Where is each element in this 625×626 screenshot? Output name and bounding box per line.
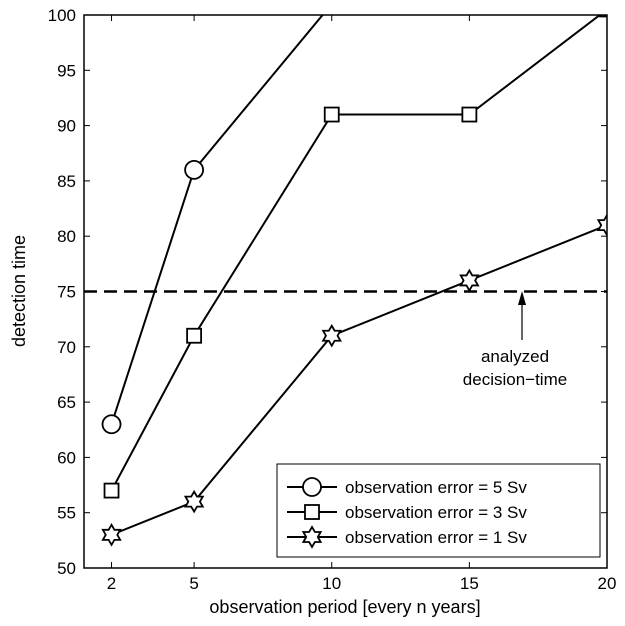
x-tick-label: 10 xyxy=(322,574,341,593)
x-tick-label: 20 xyxy=(598,574,617,593)
legend-item: observation error = 1 Sv xyxy=(287,525,527,549)
data-point-star xyxy=(596,213,607,237)
data-point-square xyxy=(103,482,120,499)
y-tick-label: 70 xyxy=(57,338,76,357)
series-2 xyxy=(103,15,607,499)
annotation-arrow-head xyxy=(518,291,526,305)
data-point-square xyxy=(323,106,340,123)
data-point-star xyxy=(101,523,122,547)
y-tick-label: 60 xyxy=(57,448,76,467)
series-line xyxy=(110,15,602,492)
data-point-star xyxy=(183,489,205,514)
series-1 xyxy=(101,0,341,435)
data-point-circle xyxy=(101,414,122,435)
legend-item: observation error = 3 Sv xyxy=(287,503,527,522)
data-point-star xyxy=(301,525,323,549)
plot-area: 2 5 10 15 20 50 55 60 65 70 75 80 85 90 95 100 xyxy=(48,0,617,593)
data-point-circle xyxy=(302,477,322,497)
legend-box xyxy=(276,463,601,558)
x-tick-label: 5 xyxy=(189,574,198,593)
legend: observation error = 5 Sv observation erro… xyxy=(276,463,601,558)
y-tick-label: 90 xyxy=(57,117,76,136)
x-tick-label: 2 xyxy=(107,574,116,593)
y-axis-label: detection time xyxy=(9,235,29,347)
data-point-square xyxy=(461,106,478,123)
data-point-square xyxy=(186,327,203,344)
data-point-circle xyxy=(323,0,341,13)
legend-label: observation error = 1 Sv xyxy=(345,528,527,547)
annotation-line-2: decision−time xyxy=(463,370,567,389)
y-tick-label: 55 xyxy=(57,504,76,523)
y-tick-label: 95 xyxy=(57,61,76,80)
y-tick-label: 80 xyxy=(57,227,76,246)
data-point-circle xyxy=(184,159,205,180)
data-point-star xyxy=(321,323,342,348)
legend-item: observation error = 5 Sv xyxy=(287,477,527,497)
series-line xyxy=(110,15,324,425)
y-tick-label: 85 xyxy=(57,172,76,191)
annotation-line-1: analyzed xyxy=(481,347,549,366)
data-point-star xyxy=(459,268,480,293)
y-tick-label: 50 xyxy=(57,559,76,578)
x-axis-label: observation period [every n years] xyxy=(209,597,480,617)
series-3 xyxy=(101,213,607,547)
legend-label: observation error = 5 Sv xyxy=(345,478,527,497)
y-tick-label: 65 xyxy=(57,393,76,412)
legend-label: observation error = 3 Sv xyxy=(345,503,527,522)
annotation: analyzed decision−time xyxy=(463,291,567,389)
data-point-square xyxy=(304,504,320,520)
y-tick-label: 100 xyxy=(48,6,76,25)
x-tick-label: 15 xyxy=(460,574,479,593)
y-tick-label: 75 xyxy=(57,283,76,302)
